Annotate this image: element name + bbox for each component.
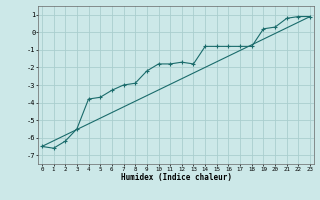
X-axis label: Humidex (Indice chaleur): Humidex (Indice chaleur) [121, 173, 231, 182]
